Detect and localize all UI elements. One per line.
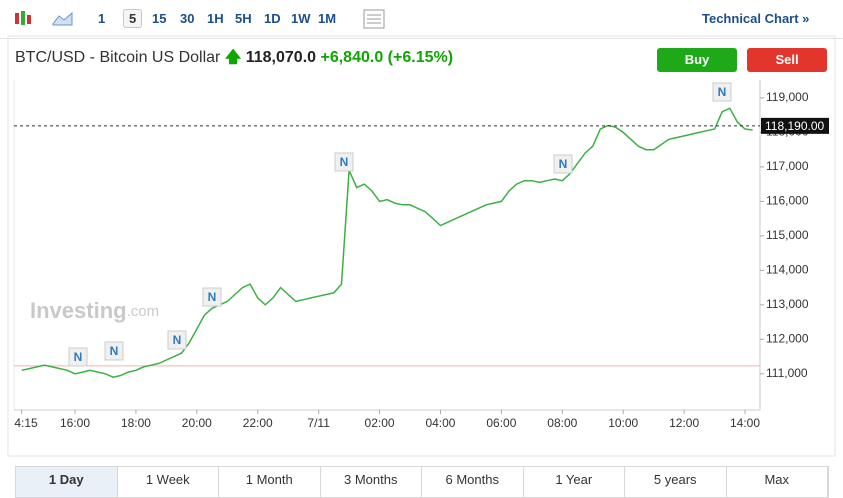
x-tick-label: 18:00 xyxy=(121,416,151,430)
area-icon[interactable] xyxy=(52,10,74,28)
y-tick-label: 113,000 xyxy=(766,297,809,311)
x-tick-label: 12:00 xyxy=(669,416,699,430)
y-tick-label: 114,000 xyxy=(766,263,809,277)
news-label: N xyxy=(718,85,727,99)
news-label: N xyxy=(559,157,568,171)
technical-chart-link[interactable]: Technical Chart » xyxy=(702,11,810,26)
range-tab[interactable]: 5 years xyxy=(625,467,727,497)
range-tab[interactable]: 1 Day xyxy=(16,467,118,497)
x-tick-label: 02:00 xyxy=(365,416,395,430)
news-marker xyxy=(167,330,187,350)
price-line xyxy=(21,107,753,378)
range-tab[interactable]: 1 Week xyxy=(118,467,219,497)
watermark: Investing.com xyxy=(30,298,159,323)
price: 118,070.0 xyxy=(245,49,317,66)
y-tick-label: 112,000 xyxy=(766,331,809,345)
news-label: N xyxy=(173,333,182,347)
interval-button[interactable]: 1H xyxy=(207,11,224,26)
x-tick-label: 22:00 xyxy=(243,416,273,430)
interval-button[interactable]: 5H xyxy=(235,11,252,26)
x-tick-label: 16:00 xyxy=(60,416,90,430)
y-tick-label: 115,000 xyxy=(766,228,809,242)
interval-button[interactable]: 1D xyxy=(264,11,281,26)
news-label: N xyxy=(340,155,349,169)
range-tab[interactable]: 3 Months xyxy=(321,467,422,497)
chart: Investing.com 111,000 112,000 113,000 114,0… xyxy=(7,35,836,457)
range-tab[interactable]: 1 Month xyxy=(219,467,321,497)
last-price-label: 118,190.00 xyxy=(765,119,824,133)
news-marker xyxy=(553,154,573,174)
toolbar: 1 5 15 30 1H 5H 1D 1W 1M Technical Chart » xyxy=(0,0,843,39)
range-tab[interactable]: Max xyxy=(727,467,828,497)
x-tick-label: 4:15 xyxy=(14,416,38,430)
range-tabs: 1 Day 1 Week 1 Month 3 Months 6 Months 1 Year… xyxy=(15,466,829,498)
header: BTC/USD - Bitcoin US Dollar 🡅 118,070.0 … xyxy=(15,46,453,73)
range-tab[interactable]: 1 Year xyxy=(524,467,625,497)
x-tick-label: 06:00 xyxy=(486,416,516,430)
range-tab[interactable]: 6 Months xyxy=(422,467,524,497)
change-pct: (+6.15%) xyxy=(387,49,454,66)
buy-button[interactable]: Buy xyxy=(657,48,737,72)
interval-button[interactable]: 5 xyxy=(123,9,143,28)
interval-button[interactable]: 1M xyxy=(318,11,337,26)
arrow: 🡅 xyxy=(224,49,242,66)
y-tick-label: 111,000 xyxy=(766,366,808,380)
interval-button[interactable]: 15 xyxy=(152,11,167,26)
x-tick-label: 04:00 xyxy=(425,416,455,430)
sell-button[interactable]: Sell xyxy=(747,48,827,72)
y-tick-label: 116,000 xyxy=(766,194,809,208)
candle-icon[interactable] xyxy=(13,10,33,28)
x-tick-label: 20:00 xyxy=(182,416,212,430)
x-tick-label: 10:00 xyxy=(608,416,638,430)
last-price-box xyxy=(761,117,829,134)
news-marker xyxy=(334,152,354,172)
interval-button[interactable]: 1 xyxy=(98,11,106,26)
x-tick-label: 14:00 xyxy=(730,416,760,430)
chart-frame xyxy=(7,35,836,457)
x-tick-label: 7/11 xyxy=(307,416,330,430)
news-label: N xyxy=(208,290,217,304)
news-label: N xyxy=(74,350,83,364)
change: +6,840.0 xyxy=(320,49,384,66)
y-tick-label: 117,000 xyxy=(766,159,809,173)
news-label: N xyxy=(110,344,119,358)
x-tick-label: 08:00 xyxy=(547,416,577,430)
news-marker xyxy=(104,341,124,361)
interval-button[interactable]: 30 xyxy=(180,11,195,26)
news-marker xyxy=(712,82,732,102)
interval-button[interactable]: 1W xyxy=(291,11,311,26)
table-icon[interactable] xyxy=(363,9,385,29)
news-marker xyxy=(68,347,88,367)
y-tick-label: 119,000 xyxy=(766,90,809,104)
watermark-suffix: .com xyxy=(127,303,160,320)
watermark-brand: Investing xyxy=(30,298,127,323)
news-marker xyxy=(202,287,222,307)
instrument: BTC/USD - Bitcoin US Dollar xyxy=(15,49,221,66)
